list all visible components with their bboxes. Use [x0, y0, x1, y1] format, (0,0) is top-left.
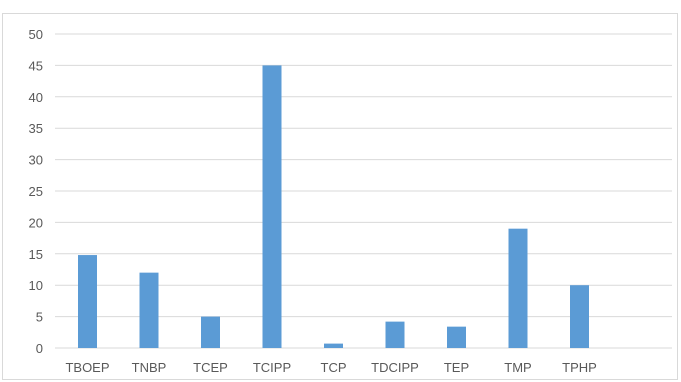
y-tick-label: 10	[29, 278, 43, 293]
y-axis: 0 5 10 15 20 25 30 35 40 45 50	[29, 27, 43, 356]
y-tick-label: 0	[36, 341, 43, 356]
y-tick-label: 15	[29, 247, 43, 262]
bar-tcipp	[262, 65, 282, 349]
y-tick-label: 30	[29, 153, 43, 168]
x-tick-label-tcipp: TCIPP	[253, 360, 291, 375]
bar-tcep	[201, 316, 220, 348]
bar-tnbp	[139, 272, 159, 348]
bar-tdcipp	[385, 321, 405, 348]
y-tick-label: 40	[29, 90, 43, 105]
x-tick-label-tdcipp: TDCIPP	[371, 360, 419, 375]
bar-tmp	[508, 228, 528, 348]
x-axis: TBOEP TNBP TCEP TCIPP TCP TDCIPP TEP TMP TPHP	[65, 360, 596, 375]
x-tick-label-tboep: TBOEP	[65, 360, 109, 375]
y-tick-label: 45	[29, 58, 43, 73]
bars	[78, 65, 589, 349]
x-tick-label-tphp: TPHP	[562, 360, 597, 375]
bar-tep	[447, 326, 466, 348]
bar-tphp	[570, 285, 589, 348]
y-tick-label: 20	[29, 215, 43, 230]
x-tick-label-tcep: TCEP	[193, 360, 228, 375]
x-tick-label-tcp: TCP	[321, 360, 347, 375]
chart-frame	[2, 13, 678, 380]
x-tick-label-tnbp: TNBP	[132, 360, 167, 375]
x-tick-label-tep: TEP	[444, 360, 469, 375]
y-tick-label: 25	[29, 184, 43, 199]
y-tick-label: 5	[36, 310, 43, 325]
bar-tcp	[324, 343, 343, 348]
y-tick-label: 35	[29, 121, 43, 136]
x-tick-label-tmp: TMP	[504, 360, 531, 375]
y-tick-label: 50	[29, 27, 43, 42]
bar-tboep	[78, 255, 97, 348]
